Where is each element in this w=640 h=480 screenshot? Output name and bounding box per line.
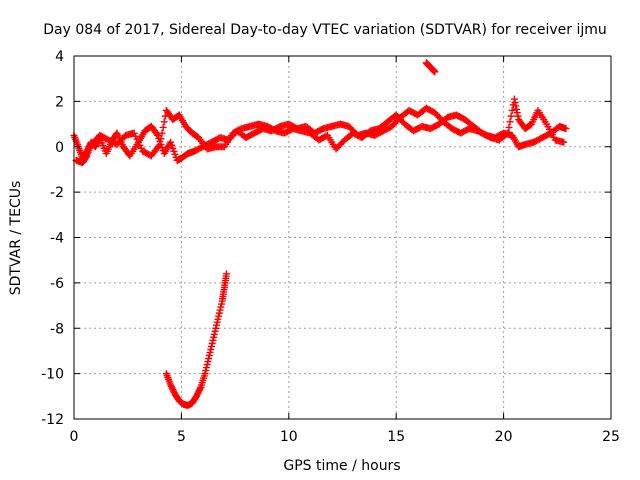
x-tick-label: 0	[70, 429, 79, 445]
data-point	[196, 385, 204, 393]
data-point	[510, 95, 518, 103]
x-tick-label: 5	[177, 429, 186, 445]
x-tick-label: 10	[280, 429, 298, 445]
data-point	[560, 138, 568, 146]
y-tick-label: -2	[50, 185, 64, 201]
data-point	[512, 102, 520, 110]
data-point	[504, 129, 512, 137]
data-point	[157, 135, 165, 143]
data-point	[513, 109, 521, 117]
data-point	[502, 130, 510, 138]
data-point	[158, 129, 166, 137]
x-tick-label: 15	[387, 429, 405, 445]
x-tick-label: 20	[495, 429, 513, 445]
y-tick-label: -4	[50, 231, 64, 247]
data-point	[159, 123, 167, 131]
chart-title: Day 084 of 2017, Sidereal Day-to-day VTE…	[43, 22, 607, 38]
data-point	[153, 130, 161, 138]
data-point	[508, 106, 516, 114]
y-tick-label: 4	[55, 49, 64, 65]
data-point	[512, 105, 520, 113]
data-point	[160, 118, 168, 126]
x-tick-labels: 0 5 10 15 20 25	[70, 429, 620, 445]
x-tick-label: 25	[602, 429, 620, 445]
data-point	[506, 118, 514, 126]
axis-ticks	[73, 55, 612, 420]
data-point	[562, 125, 570, 133]
y-tick-label: -6	[50, 276, 64, 292]
data-point	[514, 112, 522, 120]
y-tick-label: 2	[55, 94, 64, 110]
data-points	[70, 59, 570, 409]
y-tick-label: -10	[41, 367, 64, 383]
data-point	[156, 140, 164, 148]
data-point	[511, 99, 519, 107]
x-axis-label: GPS time / hours	[283, 458, 400, 474]
data-point	[505, 123, 513, 131]
y-tick-labels: -12 -10 -8 -6 -4 -2 0 2 4	[41, 49, 64, 428]
data-point	[223, 270, 231, 278]
data-point	[507, 112, 515, 120]
y-tick-label: 0	[55, 140, 64, 156]
data-point	[431, 68, 439, 76]
y-tick-label: -12	[41, 412, 64, 428]
y-axis-label: SDTVAR / TECUs	[8, 181, 24, 296]
y-tick-label: -8	[50, 321, 64, 337]
grid-lines	[74, 56, 611, 419]
